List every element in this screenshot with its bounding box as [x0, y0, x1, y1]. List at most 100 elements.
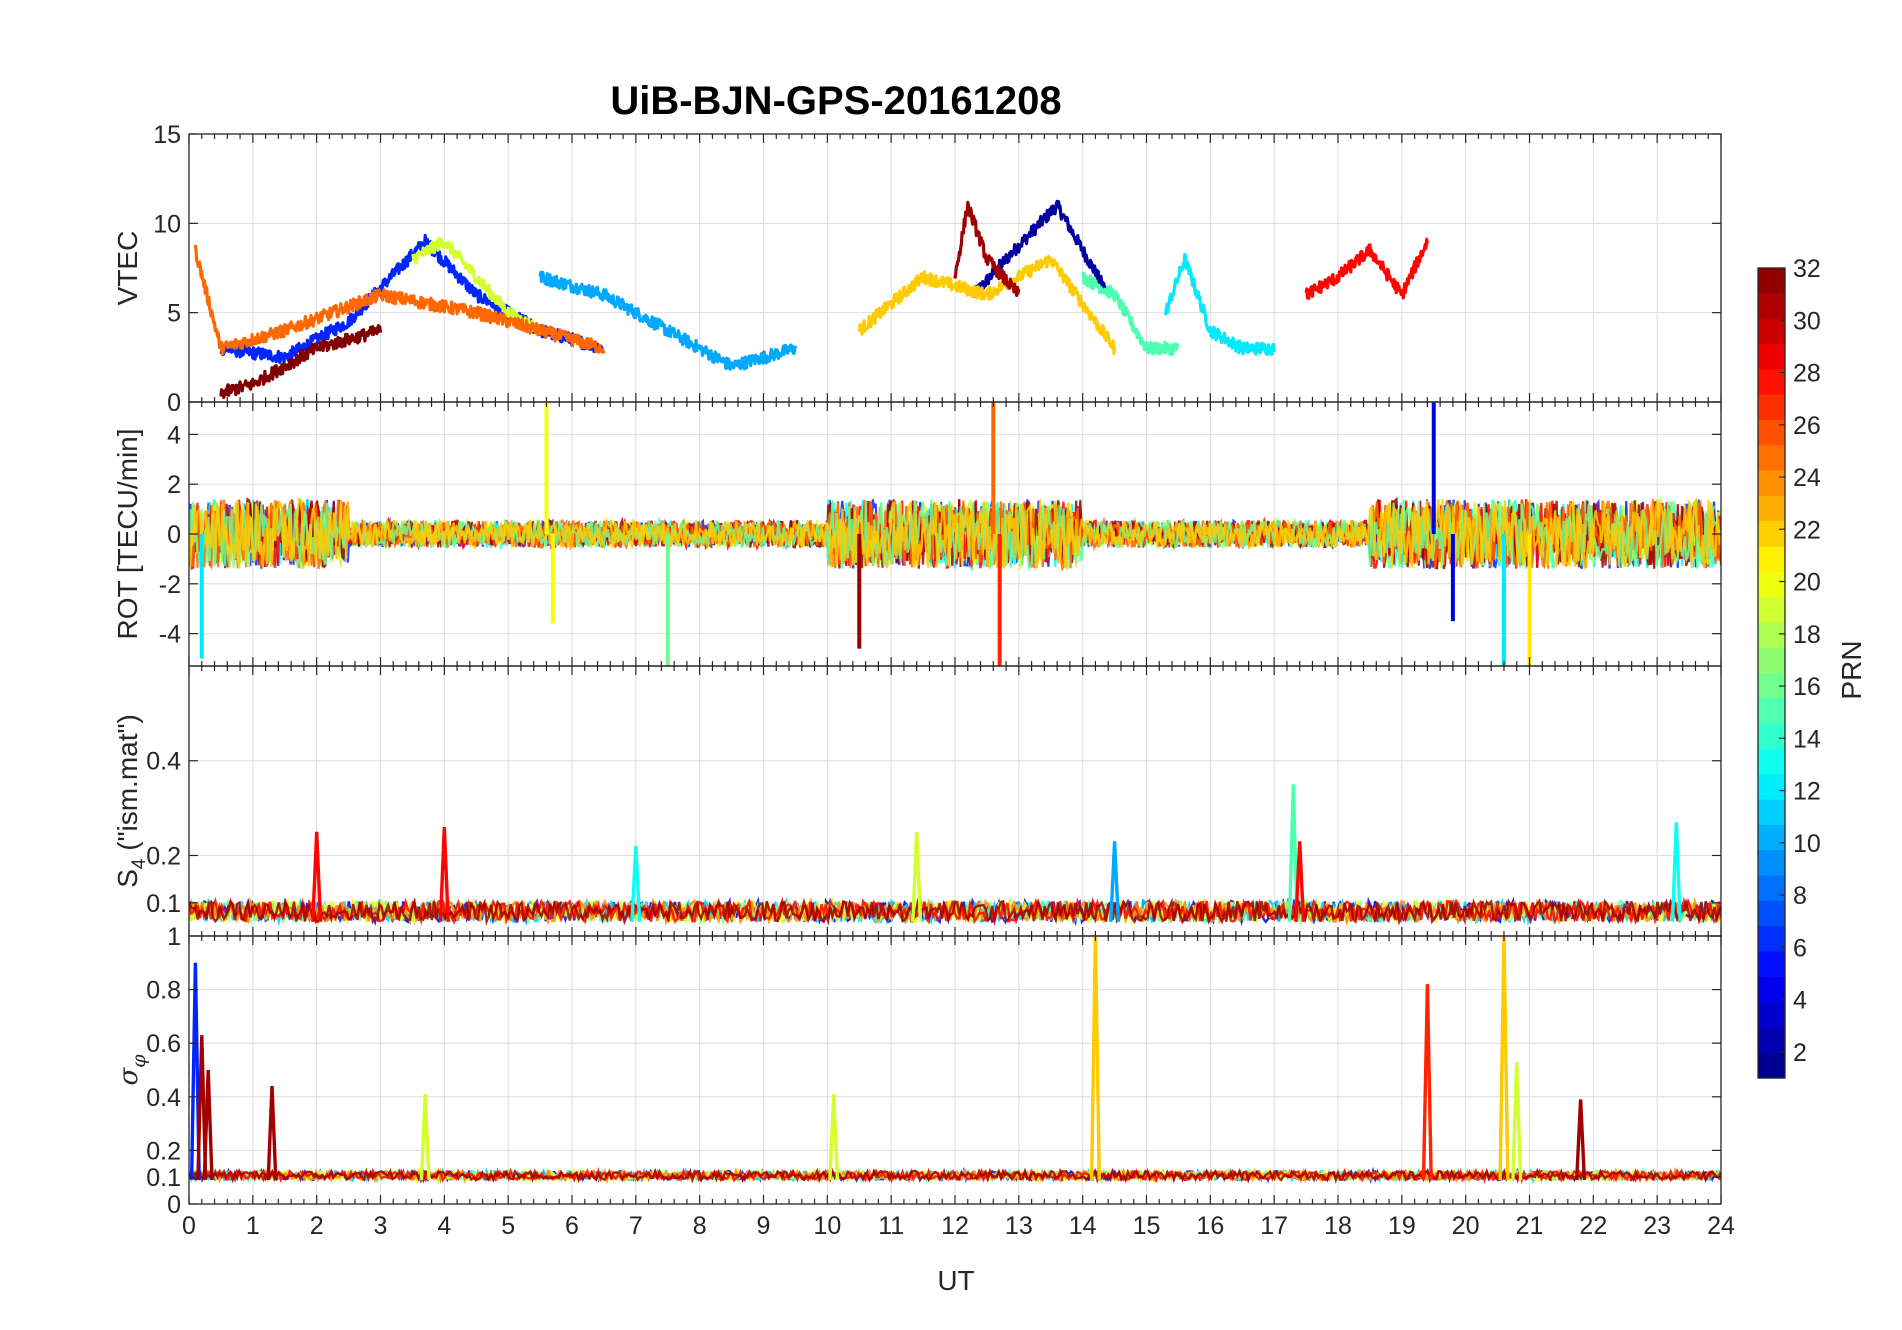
colorbar-segment: [1758, 343, 1785, 370]
panel-3: 0.10.20.4S4 ("ism.mat"): [112, 665, 1722, 937]
y-tick-label: 0: [167, 1191, 181, 1219]
vtec-series-prn-31: [953, 200, 1021, 298]
colorbar-segment: [1758, 951, 1785, 978]
colorbar-frame: [1757, 267, 1786, 1079]
y-tick-label: 0.6: [146, 1030, 181, 1058]
chart-title: UiB-BJN-GPS-20161208: [610, 79, 1061, 123]
y-axis-label: VTEC: [112, 231, 143, 306]
y-tick-label: 0.4: [146, 1084, 181, 1112]
colorbar-tick-label: 26: [1793, 412, 1821, 440]
colorbar-tick-label: 14: [1793, 725, 1821, 753]
colorbar-segment: [1758, 318, 1785, 345]
peak: [419, 1094, 431, 1180]
x-tick-label: 10: [813, 1212, 841, 1240]
peak: [189, 962, 201, 1180]
colorbar-segment: [1758, 419, 1785, 446]
colorbar-tick-label: 12: [1793, 778, 1821, 806]
x-tick-label: 5: [501, 1212, 515, 1240]
colorbar-tick-label: 24: [1793, 464, 1821, 492]
peak: [438, 827, 450, 922]
peak: [1294, 841, 1306, 922]
x-tick-label: 22: [1579, 1212, 1607, 1240]
peak: [1109, 841, 1121, 922]
panel-1: 0 5 10 15 VTEC: [112, 121, 1722, 417]
colorbar-segment: [1758, 597, 1785, 623]
colorbar-segment: [1758, 723, 1785, 750]
x-tick-label: 16: [1196, 1212, 1224, 1240]
peak: [911, 831, 923, 922]
y-tick-label: 0.2: [146, 842, 181, 870]
colorbar-segment: [1758, 394, 1785, 421]
x-tick-label: 11: [878, 1212, 904, 1240]
x-tick-label: 21: [1516, 1212, 1544, 1240]
x-tick-label: 24: [1707, 1212, 1735, 1240]
peak: [1421, 984, 1433, 1180]
x-tick-label: 1: [246, 1212, 260, 1240]
y-axis-label-rest: ("ism.mat"): [112, 714, 143, 858]
peak: [1670, 822, 1682, 922]
x-tick-labels: 0 1 2 3 4 5 6 7 8 9 10 11 12 13 14 15 16 17 18 19 20 21 22 23 24: [182, 1212, 1735, 1240]
rot-series-prn-22: [189, 497, 1721, 571]
peak: [1511, 1061, 1523, 1180]
x-tick-label: 19: [1388, 1212, 1416, 1240]
colorbar-tick-label: 16: [1793, 673, 1821, 701]
y-axis-label: S4 ("ism.mat"): [112, 714, 150, 888]
peak: [1498, 936, 1510, 1180]
panel-4: 00.10.2 0.4 0.6 0.8 1 σφ: [114, 923, 1722, 1219]
grid-lines: [188, 666, 1722, 936]
colorbar-segment: [1758, 369, 1785, 396]
y-tick-label: 0: [167, 389, 181, 417]
x-tick-label: 14: [1069, 1212, 1097, 1240]
x-tick-label: 8: [693, 1212, 707, 1240]
colorbar-tick-label: 28: [1793, 360, 1821, 388]
data-layer: [193, 199, 1429, 400]
colorbar-segment: [1758, 470, 1785, 497]
y-tick-label: 0.1: [146, 1164, 181, 1192]
colorbar-segment: [1758, 495, 1785, 522]
colorbar-tick-label: 22: [1793, 516, 1821, 544]
y-axis-label-sub: φ: [128, 1054, 150, 1068]
colorbar-tick-label: 30: [1793, 307, 1821, 335]
y-axis-label: ROT [TECU/min]: [112, 428, 143, 639]
x-tick-label: 23: [1643, 1212, 1671, 1240]
peak: [202, 1069, 214, 1180]
colorbar-segment: [1758, 799, 1785, 826]
y-axis-label-main: S: [112, 869, 143, 888]
colorbar-segment: [1758, 293, 1785, 320]
y-tick-label: 0.8: [146, 977, 181, 1005]
x-tick-label: 17: [1260, 1212, 1288, 1240]
colorbar-tick-label: 20: [1793, 569, 1821, 597]
x-tick-label: 0: [182, 1212, 196, 1240]
vtec-series-prn-25: [193, 244, 606, 356]
colorbar-tick-label: 6: [1793, 934, 1807, 962]
x-tick-label: 6: [565, 1212, 579, 1240]
x-tick-label: 15: [1133, 1212, 1161, 1240]
s4-series-prn-31: [189, 897, 1721, 926]
y-tick-label: 4: [167, 421, 181, 449]
x-tick-label: 9: [757, 1212, 771, 1240]
tick-marks: [188, 402, 1722, 666]
grid-lines: [188, 935, 1722, 1205]
colorbar-label: PRN: [1836, 640, 1867, 699]
y-tick-label: 5: [167, 300, 181, 328]
data-layer: [189, 936, 1721, 1185]
colorbar-segment: [1758, 774, 1785, 801]
y-tick-label: 0.4: [146, 748, 181, 776]
data-layer: [189, 402, 1721, 666]
colorbar-segment: [1758, 647, 1785, 674]
y-tick-label: 0.2: [146, 1137, 181, 1165]
x-tick-label: 20: [1452, 1212, 1480, 1240]
y-tick-label: 0: [167, 521, 181, 549]
colorbar-tick-label: 18: [1793, 621, 1821, 649]
colorbar-tick-label: 4: [1793, 987, 1807, 1015]
colorbar-segment: [1758, 926, 1785, 953]
colorbar-segment: [1758, 698, 1785, 725]
colorbar-tick-label: 32: [1793, 255, 1821, 283]
s4-series-prn-28: [189, 896, 1721, 927]
colorbar-segment: [1758, 1052, 1785, 1079]
colorbar-segment: [1758, 824, 1785, 851]
colorbar-segment: [1758, 850, 1785, 877]
colorbar-segment: [1758, 546, 1785, 573]
